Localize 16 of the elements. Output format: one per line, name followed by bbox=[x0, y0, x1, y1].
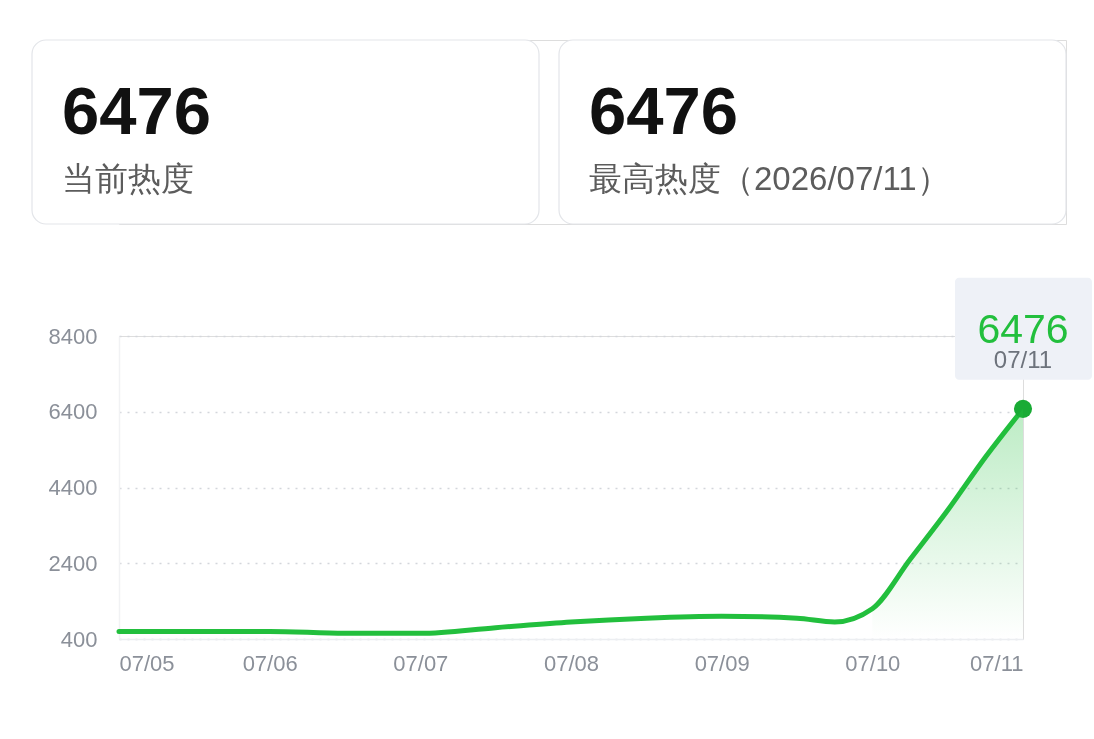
y-tick-label: 4400 bbox=[48, 475, 98, 500]
x-tick-label: 07/09 bbox=[694, 650, 750, 676]
x-tick-label: 07/07 bbox=[393, 650, 449, 676]
y-tick-label: 2400 bbox=[48, 550, 98, 576]
y-tick-label: 6400 bbox=[48, 399, 98, 425]
x-tick-label: 07/05 bbox=[119, 650, 175, 676]
x-tick-label: 07/11 bbox=[970, 650, 1024, 676]
y-tick-label: 400 bbox=[60, 626, 98, 652]
data-label: 6476 bbox=[589, 73, 739, 148]
y-tick-label: 8400 bbox=[48, 323, 98, 349]
category-label: 当前热度 bbox=[62, 160, 194, 197]
x-tick-label: 07/10 bbox=[845, 650, 901, 676]
x-tick-label: 07/08 bbox=[543, 650, 600, 676]
x-tick-label: 07/06 bbox=[242, 650, 298, 676]
category-label: 最高热度（2026/07/11） bbox=[589, 160, 950, 197]
data-label: 6476 bbox=[62, 73, 212, 148]
